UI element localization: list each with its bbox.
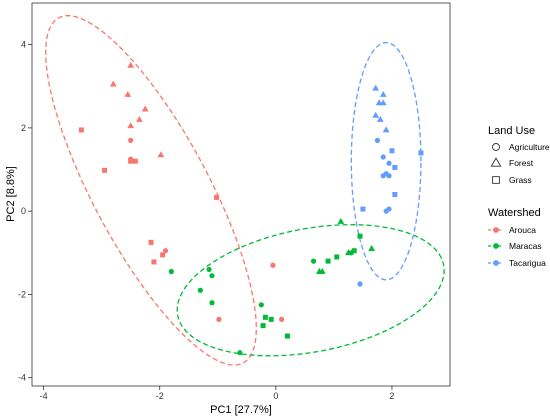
data-point-maracas-circle bbox=[258, 302, 264, 308]
data-point-maracas-circle bbox=[237, 350, 243, 356]
data-point-maracas-square bbox=[284, 333, 290, 339]
data-point-arouca-square bbox=[132, 158, 138, 164]
data-point-tacarigua-circle bbox=[386, 173, 392, 179]
data-point-tacarigua-square bbox=[360, 206, 366, 212]
y-tick-label: -4 bbox=[18, 373, 26, 383]
data-point-arouca-circle bbox=[162, 248, 169, 254]
data-point-tacarigua-circle bbox=[383, 208, 389, 214]
y-axis: -4 -2 0 2 4 bbox=[18, 40, 32, 383]
data-point-tacarigua-triangle bbox=[376, 115, 384, 122]
data-point-arouca-square bbox=[78, 127, 84, 133]
confidence-ellipses bbox=[45, 14, 445, 366]
data-point-maracas-circle bbox=[209, 300, 215, 306]
data-point-arouca-triangle bbox=[109, 80, 117, 87]
legend-label: Arouca bbox=[509, 225, 536, 235]
confidence-ellipse-arouca bbox=[45, 14, 257, 366]
data-point-arouca-triangle bbox=[124, 90, 132, 97]
legend-title: Watershed bbox=[488, 207, 541, 219]
data-point-maracas-circle bbox=[348, 250, 354, 256]
data-point-arouca-triangle bbox=[135, 115, 143, 122]
legend-dot-arouca bbox=[493, 227, 499, 233]
data-point-tacarigua-triangle bbox=[372, 84, 380, 91]
data-point-maracas-square bbox=[325, 258, 331, 264]
data-point-maracas-square bbox=[262, 314, 268, 320]
data-point-arouca-square bbox=[148, 239, 154, 245]
data-point-tacarigua-circle bbox=[374, 137, 381, 143]
legend-label: Agriculture bbox=[509, 142, 550, 152]
legend-watershed: Watershed Arouca Maracas Tacarigua bbox=[488, 207, 546, 268]
data-points bbox=[78, 61, 424, 356]
data-point-tacarigua-square bbox=[392, 192, 398, 197]
x-tick-label: 2 bbox=[389, 391, 394, 401]
x-tick-label: -4 bbox=[40, 391, 48, 401]
x-axis: -4 -2 0 2 bbox=[40, 386, 394, 401]
data-point-arouca-triangle bbox=[127, 122, 135, 129]
data-point-tacarigua-circle bbox=[386, 160, 392, 166]
data-point-tacarigua-triangle bbox=[379, 90, 387, 97]
data-point-maracas-square bbox=[334, 254, 340, 260]
x-axis-title: PC1 [27.7%] bbox=[210, 404, 272, 416]
data-point-arouca-triangle bbox=[157, 151, 165, 158]
legend-triangle-icon bbox=[490, 157, 502, 167]
data-point-tacarigua-triangle bbox=[382, 126, 390, 133]
y-tick-label: 4 bbox=[21, 40, 26, 50]
data-point-maracas-triangle bbox=[318, 267, 326, 274]
data-point-arouca-circle bbox=[128, 156, 134, 162]
data-point-arouca-triangle bbox=[141, 105, 149, 112]
y-tick-label: 0 bbox=[21, 206, 26, 216]
data-point-arouca-triangle bbox=[127, 61, 135, 68]
data-point-maracas-circle bbox=[310, 258, 317, 264]
data-point-arouca-circle bbox=[128, 137, 134, 143]
data-point-arouca-square bbox=[160, 252, 166, 258]
x-tick-label: 0 bbox=[273, 391, 278, 401]
data-point-maracas-square bbox=[260, 323, 266, 329]
data-point-maracas-square bbox=[351, 248, 357, 254]
y-axis-title: PC2 [8.8%] bbox=[5, 166, 17, 222]
confidence-ellipse-maracas bbox=[176, 224, 445, 357]
legend-square-icon bbox=[492, 176, 500, 184]
data-point-tacarigua-square bbox=[392, 164, 398, 170]
data-point-maracas-circle bbox=[209, 273, 215, 279]
legend-label: Tacarigua bbox=[509, 258, 546, 268]
data-point-maracas-circle bbox=[197, 287, 203, 293]
y-tick-label: -2 bbox=[18, 289, 26, 299]
legend-dot-maracas bbox=[493, 243, 499, 249]
data-point-arouca-square bbox=[151, 259, 157, 265]
legend-label: Maracas bbox=[509, 241, 542, 251]
data-point-arouca-circle bbox=[270, 262, 276, 268]
legend-label: Grass bbox=[509, 175, 532, 185]
data-point-tacarigua-circle bbox=[380, 154, 386, 160]
legend-circle-icon bbox=[492, 143, 500, 151]
data-point-tacarigua-triangle bbox=[372, 111, 380, 118]
data-point-maracas-square bbox=[268, 316, 274, 322]
data-point-arouca-square bbox=[102, 167, 108, 173]
plot-panel-border bbox=[31, 2, 451, 387]
data-point-maracas-square bbox=[357, 233, 363, 239]
x-tick-label: -2 bbox=[156, 391, 164, 401]
data-point-tacarigua-square bbox=[418, 150, 424, 156]
data-point-arouca-circle bbox=[279, 316, 285, 322]
legend-land-use: Land Use Agriculture Forest Grass bbox=[488, 125, 550, 185]
legend-title: Land Use bbox=[488, 125, 535, 137]
data-point-maracas-triangle bbox=[368, 245, 376, 251]
data-point-tacarigua-triangle bbox=[379, 99, 387, 106]
data-point-tacarigua-circle bbox=[357, 281, 363, 287]
legend-label: Forest bbox=[509, 158, 534, 168]
legend-dot-tacarigua bbox=[493, 260, 499, 266]
data-point-maracas-triangle bbox=[337, 217, 345, 224]
confidence-ellipse-tacarigua bbox=[350, 41, 422, 281]
data-point-arouca-circle bbox=[216, 316, 222, 322]
data-point-tacarigua-square bbox=[389, 148, 395, 154]
data-point-maracas-circle bbox=[168, 268, 174, 275]
data-point-arouca-square bbox=[214, 194, 220, 200]
y-tick-label: 2 bbox=[21, 123, 26, 133]
data-point-maracas-circle bbox=[206, 266, 212, 273]
